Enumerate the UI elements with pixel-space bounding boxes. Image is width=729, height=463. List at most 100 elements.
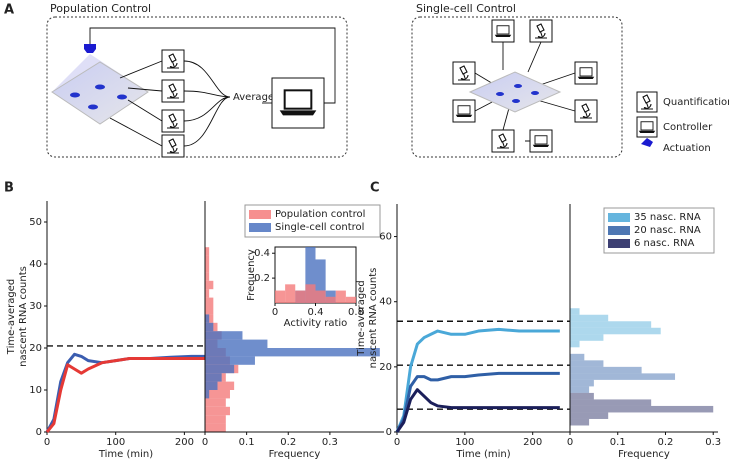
legend-label: Population control	[275, 209, 365, 220]
hist-bar	[205, 398, 226, 407]
x-tick-label: 100	[455, 437, 474, 448]
mean-curve	[395, 327, 560, 433]
legend-label: Controller	[663, 122, 713, 133]
x-axis-label: Time (min)	[455, 449, 510, 460]
x-tick-label: 0	[394, 437, 400, 448]
average-label: Average	[233, 92, 274, 103]
y-tick-label: 0	[36, 427, 42, 438]
x-tick-label: 0.1	[239, 437, 255, 448]
hist-bar	[335, 290, 346, 303]
hist-bar	[315, 259, 326, 303]
panel-letter: B	[4, 181, 14, 196]
hist-bar	[570, 418, 590, 426]
x-tick-label: 0.3	[705, 437, 721, 448]
y-tick-label: 50	[29, 217, 42, 228]
hist-bar	[570, 308, 580, 315]
hist-bar	[570, 334, 604, 341]
hist-bar	[285, 284, 296, 303]
x-tick-label: 0	[44, 437, 50, 448]
y-axis-label-line: Time-averaged	[356, 280, 367, 356]
legend-label: 6 nasc. RNA	[634, 238, 695, 249]
legend-label: 20 nasc. RNA	[634, 225, 701, 236]
y-tick-label: 40	[29, 259, 42, 270]
x-tick-label: 0.8	[348, 307, 364, 318]
hist-bar	[205, 415, 226, 424]
mean-curve	[395, 371, 560, 433]
hist-bar	[345, 296, 356, 303]
mean-curve	[395, 388, 560, 433]
legend-label: Quantification	[663, 97, 729, 108]
diagram-title: Population Control	[50, 2, 151, 15]
hist-bar	[570, 314, 609, 322]
hist-bar	[570, 386, 590, 393]
legend-swatch	[608, 213, 630, 222]
hist-bar	[570, 412, 609, 419]
hist-bar	[205, 356, 255, 365]
y-tick-label: 0.2	[254, 273, 270, 284]
x-tick-label: 200	[175, 437, 194, 448]
hist-bar	[205, 314, 210, 323]
legend-label: Single-cell control	[275, 222, 364, 233]
hist-bar	[205, 280, 214, 290]
x-axis-label: Frequency	[269, 449, 321, 460]
hist-bar	[205, 390, 230, 399]
y-axis-label-line: Time-averaged	[6, 279, 17, 355]
x-tick-label: 0	[272, 307, 278, 318]
x-axis-label: Frequency	[618, 449, 670, 460]
population-diagram: Population Control Average	[46, 2, 348, 158]
hist-bar	[205, 406, 230, 416]
hist-bar	[205, 381, 218, 390]
hist-bar	[570, 321, 652, 328]
hist-bar	[205, 373, 222, 382]
x-tick-label: 0.2	[658, 437, 674, 448]
panel-letter: C	[370, 181, 380, 196]
hist-bar	[205, 264, 210, 273]
hist-bar	[275, 290, 286, 303]
x-tick-label: 200	[523, 437, 542, 448]
x-tick-label: 0.4	[308, 307, 324, 318]
hist-bar	[570, 327, 661, 335]
y-tick-label: 60	[379, 232, 392, 243]
legend-label: Actuation	[663, 143, 711, 154]
hist-bar	[205, 306, 214, 315]
hist-bar	[305, 247, 316, 303]
legend-swatch	[249, 210, 271, 219]
x-tick-label: 100	[106, 437, 125, 448]
hist-bar	[305, 284, 316, 303]
y-axis-label: Frequency	[246, 249, 257, 301]
hist-bar	[205, 348, 380, 357]
hist-bar	[570, 405, 714, 413]
diagram-title: Single-cell Control	[416, 2, 516, 15]
x-tick-label: 0	[567, 437, 573, 448]
x-tick-label: 0	[202, 437, 208, 448]
y-tick-label: 30	[29, 301, 42, 312]
hist-bar	[205, 297, 214, 306]
y-axis-label: Time-averagednascent RNA counts	[6, 266, 29, 367]
hist-bar	[205, 423, 226, 432]
hist-bar	[315, 290, 326, 303]
hist-bar	[205, 390, 210, 399]
hist-bar	[570, 353, 585, 361]
y-axis-label-line: nascent RNA counts	[18, 266, 29, 367]
y-tick-label: 20	[29, 343, 42, 354]
y-tick-label: 20	[379, 362, 392, 373]
diagram-legend: Quantification Controller Actuation	[636, 91, 729, 154]
x-axis-label: Time (min)	[98, 449, 153, 460]
hist-bar	[205, 381, 235, 390]
panel-letter: A	[4, 3, 14, 18]
hist-bar	[570, 366, 642, 374]
legend-label: 35 nasc. RNA	[634, 212, 701, 223]
hist-bar	[205, 322, 214, 332]
single-cell-diagram: Single-cell Control	[411, 2, 623, 158]
hist-bar	[205, 364, 235, 374]
hist-bar	[205, 289, 210, 298]
x-tick-label: 0.2	[280, 437, 296, 448]
hist-bar	[205, 339, 268, 348]
x-tick-label: 0.3	[322, 437, 338, 448]
legend-swatch	[608, 239, 630, 248]
hist-bar	[325, 296, 336, 303]
hist-bar	[205, 331, 243, 340]
hist-bar	[205, 272, 210, 281]
hist-bar	[205, 247, 210, 256]
